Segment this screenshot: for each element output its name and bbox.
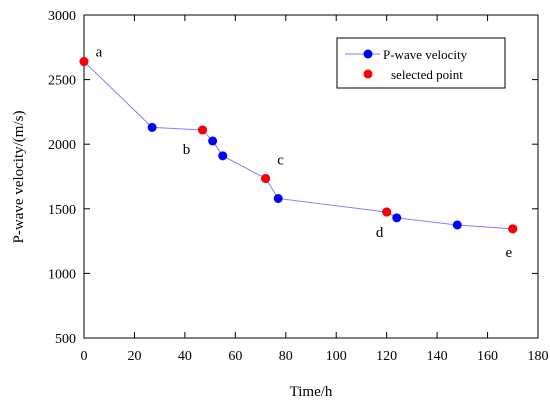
p-wave-velocity-point: [273, 193, 283, 203]
legend-marker-selected: [363, 69, 373, 79]
selected-point-marker: [382, 207, 392, 217]
selected-point-marker: [261, 173, 271, 183]
y-tick-label: 1500: [48, 203, 76, 218]
plot-frame: [83, 14, 539, 339]
x-tick-label: 80: [279, 349, 293, 364]
data-markers: [79, 57, 518, 234]
y-axis-title: P-wave velocity/(m/s): [11, 111, 27, 244]
point-labels: a b c d e: [96, 45, 513, 261]
x-tick-label: 180: [528, 349, 549, 364]
point-label-e: e: [505, 245, 512, 261]
legend-label-p-wave: P-wave velocity: [383, 47, 468, 62]
legend-marker-p-wave: [363, 49, 373, 59]
p-wave-velocity-point: [392, 213, 402, 223]
point-label-a: a: [96, 45, 103, 61]
y-tick-label: 500: [55, 332, 76, 347]
p-wave-velocity-point: [147, 122, 157, 132]
x-tick-label: 100: [326, 349, 347, 364]
x-tick-label: 120: [376, 349, 397, 364]
selected-point-marker: [79, 57, 89, 67]
x-tick-label: 160: [477, 349, 498, 364]
axes: 0 20 40 60 80 100 120 140 160 180 500 1000 1500 2000 2…: [48, 9, 549, 364]
y-tick-label: 2000: [48, 138, 76, 153]
legend-label-selected: selected point: [391, 67, 463, 82]
selected-point-marker: [198, 125, 208, 135]
point-label-c: c: [277, 152, 284, 168]
point-label-d: d: [376, 225, 384, 241]
x-tick-label: 60: [228, 349, 242, 364]
point-label-b: b: [183, 142, 191, 158]
p-wave-velocity-point: [208, 136, 218, 146]
legend-box: [336, 37, 506, 89]
selected-point-marker: [508, 224, 518, 234]
x-tick-label: 40: [178, 349, 192, 364]
p-wave-velocity-point: [218, 151, 228, 161]
x-tick-label: 140: [427, 349, 448, 364]
p-wave-velocity-point: [452, 220, 462, 230]
y-tick-label: 1000: [48, 267, 76, 282]
y-tick-label: 3000: [48, 9, 76, 24]
x-tick-label: 20: [127, 349, 141, 364]
y-tick-label: 2500: [48, 74, 76, 89]
x-tick-label: 0: [81, 349, 88, 364]
x-axis-title: Time/h: [290, 384, 333, 400]
legend: P-wave velocity selected point: [336, 37, 506, 89]
